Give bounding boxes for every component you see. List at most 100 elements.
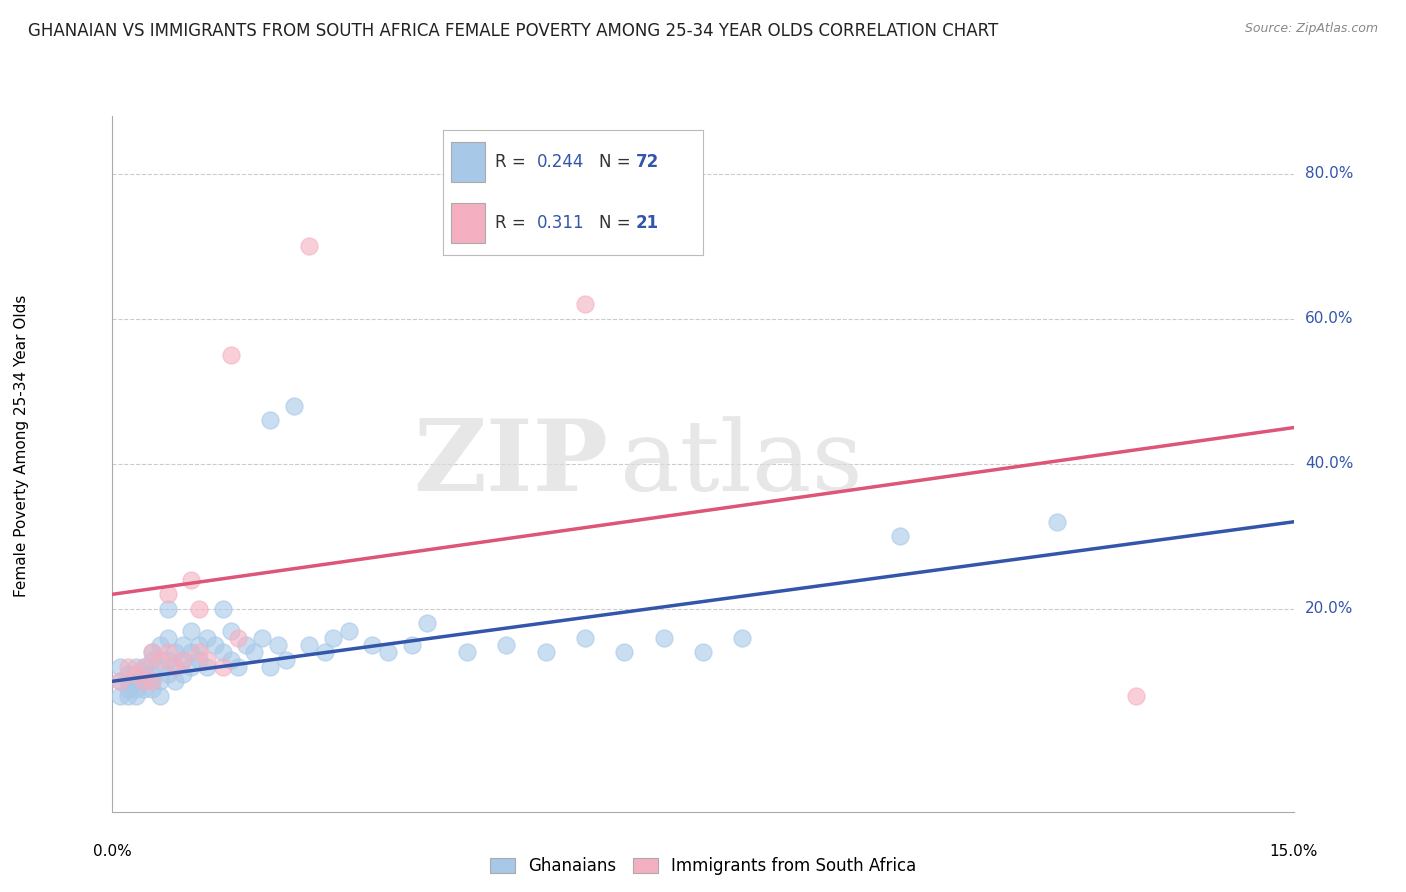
Point [322,631,344,645]
Point [156,587,179,601]
Text: 0.0%: 0.0% [93,845,132,859]
Point [259,413,281,427]
Point [456,645,478,659]
Point [172,667,194,681]
Point [889,529,911,543]
Point [132,660,155,674]
Point [180,645,202,659]
Point [267,638,290,652]
Point [195,631,218,645]
Point [180,573,202,587]
Point [132,667,155,681]
Point [243,645,266,659]
Point [141,674,163,689]
Point [1046,515,1069,529]
Point [259,660,281,674]
Point [188,645,211,659]
Point [188,652,211,666]
Point [125,660,148,674]
Point [117,660,139,674]
Point [274,652,297,666]
Text: 80.0%: 80.0% [1305,167,1354,181]
Text: 15.0%: 15.0% [1270,845,1317,859]
Point [165,674,187,689]
Point [141,652,163,666]
Point [110,674,132,689]
Point [211,660,233,674]
Point [141,681,163,696]
Point [211,645,233,659]
Point [1125,689,1147,703]
Point [132,660,155,674]
Point [613,645,636,659]
Point [156,631,179,645]
Point [298,638,321,652]
Point [117,681,139,696]
Point [125,667,148,681]
Point [132,681,155,696]
Point [149,638,172,652]
Point [156,645,179,659]
Point [195,660,218,674]
Text: Female Poverty Among 25-34 Year Olds: Female Poverty Among 25-34 Year Olds [14,295,28,597]
Point [149,689,172,703]
Point [361,638,384,652]
Point [219,348,242,362]
Point [180,624,202,638]
Point [250,631,273,645]
Point [156,601,179,615]
Point [188,601,211,615]
Point [141,645,163,659]
Point [314,645,336,659]
Point [172,638,194,652]
Point [219,624,242,638]
Point [188,638,211,652]
Point [298,239,321,253]
Point [117,667,139,681]
Point [211,601,233,615]
Point [156,652,179,666]
Point [228,660,250,674]
Point [401,638,423,652]
Point [195,652,218,666]
Text: GHANAIAN VS IMMIGRANTS FROM SOUTH AFRICA FEMALE POVERTY AMONG 25-34 YEAR OLDS CO: GHANAIAN VS IMMIGRANTS FROM SOUTH AFRICA… [28,22,998,40]
Point [180,660,202,674]
Point [110,689,132,703]
Point [652,631,675,645]
Point [235,638,257,652]
Point [149,652,172,666]
Point [692,645,714,659]
Text: 60.0%: 60.0% [1305,311,1354,326]
Point [165,660,187,674]
Point [731,631,754,645]
Text: Source: ZipAtlas.com: Source: ZipAtlas.com [1244,22,1378,36]
Point [228,631,250,645]
Point [495,638,517,652]
Point [219,652,242,666]
Point [172,652,194,666]
Text: 40.0%: 40.0% [1305,457,1354,471]
Point [204,638,226,652]
Point [141,667,163,681]
Point [574,297,596,311]
Text: 20.0%: 20.0% [1305,601,1354,616]
Point [534,645,557,659]
Point [132,674,155,689]
Point [165,660,187,674]
Point [337,624,360,638]
Point [110,660,132,674]
Point [117,689,139,703]
Point [149,660,172,674]
Point [125,674,148,689]
Text: ZIP: ZIP [413,416,609,512]
Point [172,652,194,666]
Text: atlas: atlas [620,416,863,512]
Point [141,645,163,659]
Point [283,399,305,413]
Point [125,681,148,696]
Point [132,674,155,689]
Point [125,689,148,703]
Point [574,631,596,645]
Point [416,616,439,631]
Point [165,645,187,659]
